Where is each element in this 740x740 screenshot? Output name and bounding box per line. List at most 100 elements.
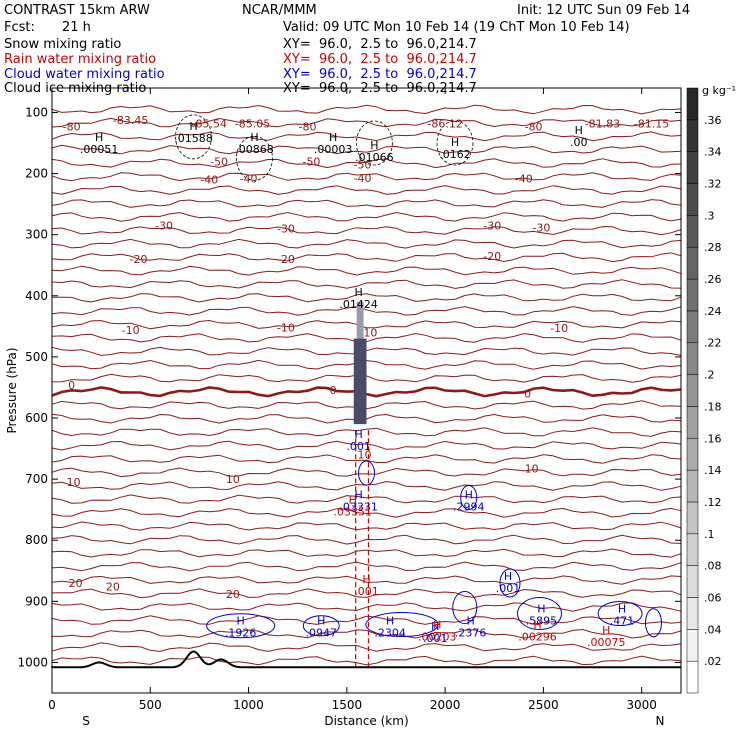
cloud-water-max-h: H: [386, 615, 394, 628]
isotherm-label: -50: [302, 155, 320, 168]
isotherm-label: 10: [525, 463, 539, 476]
y-tick-label: 100: [25, 105, 48, 119]
colorbar-cell: [686, 215, 699, 248]
isotherm-line: [52, 293, 682, 303]
y-tick-label: 600: [25, 411, 48, 425]
cloud-water-max-h: H: [618, 602, 626, 615]
cloud-water-max-h: H: [237, 615, 245, 628]
colorbar-cell: [686, 406, 699, 439]
ice-max-h: H: [575, 124, 583, 137]
cloud-water-max-value: .001: [496, 582, 521, 595]
isotherm-line: [51, 279, 682, 289]
x-axis-label: Distance (km): [324, 714, 408, 728]
isotherm-line: [51, 467, 682, 478]
isotherm-line: [51, 494, 682, 504]
colorbar-cell: [686, 183, 699, 216]
cloud-water-max-h: H: [354, 428, 362, 441]
cloud-water-max-h: H: [317, 615, 325, 628]
isotherm-line: [51, 319, 682, 330]
isotherm-label: 0: [68, 379, 75, 392]
isotherm-label: 0: [524, 388, 531, 401]
colorbar-label: .18: [704, 400, 722, 413]
cloud-water-contour: [499, 568, 521, 598]
isotherm-label: 20: [106, 581, 120, 594]
isotherm-label: 0: [330, 384, 337, 397]
cloud-water-contour: [452, 590, 478, 624]
colorbar-label: .32: [704, 178, 722, 191]
isotherm-label: -85.05: [235, 117, 270, 130]
ice-max-value: .00: [570, 136, 588, 149]
colorbar-label: .3: [704, 209, 715, 222]
colorbar-cell: [686, 565, 699, 598]
y-tick-label: 400: [25, 289, 48, 303]
ice-max-h: H: [189, 120, 197, 133]
isotherm-line: [51, 117, 682, 128]
colorbar-cell: [686, 501, 699, 535]
isotherm-label: -80: [525, 121, 543, 134]
cloud-water-max-value: .1926: [225, 627, 257, 640]
cloud-water-max-value: .2304: [374, 627, 406, 640]
cloud-water-max-h: H: [354, 489, 362, 502]
isotherm-label: -86.12: [427, 117, 462, 130]
model-title: CONTRAST 15km ARW: [4, 3, 150, 18]
colorbar-cell: [686, 629, 699, 662]
isotherm-label: -10: [122, 324, 140, 337]
isotherm-line: [51, 534, 682, 545]
colorbar-cell: [686, 469, 699, 503]
isotherm-line: [51, 454, 682, 464]
x-tick-label: 2500: [528, 698, 559, 712]
isotherm-line: [51, 548, 682, 558]
valid-time: Valid: 09 UTC Mon 10 Feb 14 (19 ChT Mon …: [283, 20, 630, 35]
isotherm-line: [51, 642, 682, 652]
colorbar-unit: g kg⁻¹: [702, 84, 736, 97]
isotherm-line: [51, 575, 682, 585]
colorbar-cell: [686, 342, 699, 375]
ice-max-h: H: [329, 131, 337, 144]
snow-column: [353, 338, 367, 425]
rain-max-value: .00296: [518, 631, 557, 644]
isotherm-line: [51, 306, 682, 316]
south-label: S: [82, 714, 90, 728]
cloud-water-contour: [206, 613, 276, 639]
isotherm-line: [51, 440, 682, 451]
colorbar-label: .2: [704, 369, 715, 382]
cloud-water-max-value: .03331: [339, 501, 378, 514]
isotherm-label: -20: [277, 253, 295, 266]
plot-frame: [51, 87, 682, 694]
colorbar-label: .12: [704, 496, 722, 509]
isotherm-label: -30: [483, 220, 501, 233]
ice-max-value: .01066: [355, 151, 394, 164]
isotherm-line: [51, 211, 682, 222]
isotherm-line: [51, 615, 682, 625]
cloud-water-max-h: H: [465, 489, 473, 502]
ice-max-h: H: [370, 139, 378, 152]
ice-contour: [355, 120, 393, 166]
org-label: NCAR/MMM: [242, 3, 317, 18]
rain-max-value: .001: [354, 585, 379, 598]
colorbar-cell: [686, 597, 699, 630]
isotherm-line: [51, 602, 682, 612]
cloud-water-max-value: .0947: [306, 627, 338, 640]
rain-max-h: H: [433, 619, 441, 632]
cloud-water-max-value: .2994: [453, 501, 485, 514]
x-tick-label: 1000: [233, 698, 264, 712]
cloud-water-max-value: .001: [423, 632, 448, 645]
y-tick-label: 700: [25, 472, 48, 486]
y-axis-label: Pressure (hPa): [5, 347, 19, 433]
isotherm-label: -81.83: [585, 117, 620, 130]
cloud-water-max-value: .2376: [455, 627, 487, 640]
y-tick-label: 900: [25, 594, 48, 608]
cloud-water-max-h: H: [467, 615, 475, 628]
isotherm-label: 20: [226, 588, 240, 601]
isotherm-label: -81.15: [634, 117, 669, 130]
ice-contour: [236, 135, 273, 181]
isotherm-label: -50: [354, 158, 372, 171]
y-tick-label: 500: [25, 350, 48, 364]
isotherm-label: -40: [240, 172, 258, 185]
ice-max-h: H: [250, 131, 258, 144]
cloud-water-contour: [516, 597, 562, 631]
snow-max-h: H: [354, 286, 362, 299]
cloud-water-max-value: .5895: [526, 614, 558, 627]
ice-max-h: H: [451, 136, 459, 149]
